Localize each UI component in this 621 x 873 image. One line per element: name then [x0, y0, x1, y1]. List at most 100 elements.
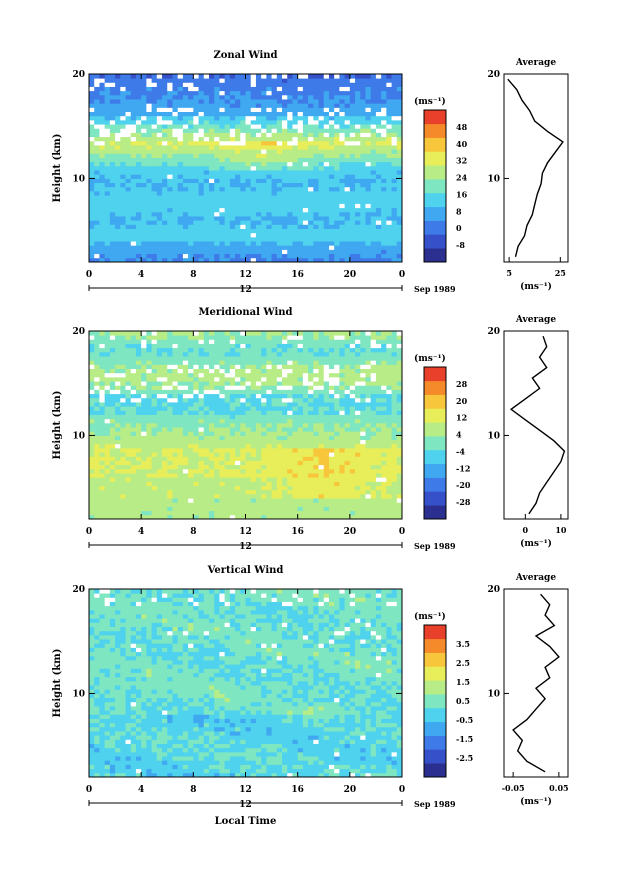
heat-cell	[287, 207, 293, 213]
heat-cell	[250, 502, 257, 507]
heat-cell	[375, 157, 382, 163]
heat-cell	[375, 493, 382, 499]
heat-cell	[261, 165, 267, 171]
heat-cell	[203, 182, 210, 188]
heat-cell	[245, 115, 252, 121]
heat-cell	[276, 241, 283, 246]
heat-cell	[365, 128, 372, 133]
heat-cell	[276, 422, 283, 428]
heat-cell	[349, 216, 356, 221]
heat-cell	[396, 389, 403, 395]
heatmap-cells	[89, 74, 403, 263]
heat-cell	[193, 145, 199, 150]
heat-cell	[365, 165, 372, 171]
heat-cell	[99, 422, 106, 428]
heat-cell	[177, 132, 184, 138]
heat-cell	[375, 195, 382, 200]
heat-cell	[261, 236, 267, 242]
heat-cell	[297, 473, 304, 478]
heat-cell	[349, 132, 356, 138]
heat-cell	[151, 153, 158, 158]
heat-cell	[167, 402, 173, 407]
heat-cell	[135, 257, 142, 263]
heat-cell	[339, 228, 346, 234]
heat-cell	[104, 402, 111, 407]
heat-cell	[349, 170, 356, 175]
heat-cell	[141, 389, 147, 395]
heat-cell	[255, 372, 262, 378]
heat-cell	[130, 74, 137, 79]
heat-cell	[203, 103, 210, 108]
heat-cell	[386, 124, 392, 129]
heat-cell	[370, 368, 377, 374]
heat-cell	[334, 99, 340, 104]
heat-cell	[203, 190, 210, 196]
heat-cell	[292, 422, 299, 428]
heat-cell	[115, 224, 121, 229]
heat-cell	[334, 165, 340, 171]
heat-cell	[172, 257, 179, 263]
heat-cell	[182, 460, 189, 466]
heat-cell	[302, 186, 309, 192]
heat-cell	[349, 140, 356, 146]
heat-cell	[167, 174, 173, 179]
heat-cell	[328, 182, 335, 188]
heat-cell	[297, 203, 304, 209]
heat-cell	[355, 220, 361, 225]
heat-cell	[391, 460, 398, 466]
heat-cell	[167, 245, 173, 250]
heat-cell	[94, 157, 100, 163]
heat-cell	[328, 406, 335, 411]
heat-cell	[349, 418, 356, 424]
heat-cell	[130, 364, 137, 369]
heat-cell	[302, 249, 309, 255]
heat-cell	[360, 132, 366, 138]
heat-cell	[193, 90, 199, 96]
heat-cell	[229, 74, 236, 79]
heat-cell	[141, 418, 147, 424]
heat-cell	[344, 245, 351, 250]
heat-cell	[229, 410, 236, 415]
heat-cell	[360, 211, 366, 217]
heat-cell	[162, 481, 168, 486]
heat-cell	[120, 140, 126, 146]
heat-cell	[229, 119, 236, 125]
heat-cell	[229, 427, 236, 432]
heat-cell	[162, 468, 168, 474]
heat-cell	[89, 376, 95, 382]
heat-cell	[99, 418, 106, 424]
heat-cell	[224, 245, 231, 250]
heat-cell	[381, 257, 387, 263]
heat-cell	[276, 406, 283, 411]
heat-cell	[89, 99, 95, 104]
heat-cell	[214, 473, 220, 478]
heat-cell	[141, 232, 147, 238]
heat-cell	[261, 493, 267, 499]
heat-cell	[94, 182, 100, 188]
heat-cell	[355, 443, 361, 449]
heat-cell	[334, 115, 340, 121]
heat-cell	[104, 443, 111, 449]
heat-cell	[214, 431, 220, 436]
heat-cell	[255, 410, 262, 415]
heat-cell	[198, 195, 205, 200]
heat-cell	[276, 514, 283, 520]
heat-cell	[396, 140, 403, 146]
heat-cell	[375, 376, 382, 382]
heat-cell	[271, 253, 278, 259]
heat-cell	[297, 86, 304, 92]
heat-cell	[282, 381, 288, 386]
heat-cell	[235, 149, 241, 154]
heat-cell	[240, 190, 246, 196]
heat-cell	[172, 153, 179, 158]
heat-cell	[365, 464, 372, 470]
heat-cell	[172, 435, 179, 441]
heat-cell	[141, 506, 147, 512]
heat-cell	[188, 427, 194, 432]
heat-cell	[261, 402, 267, 407]
heat-cell	[141, 107, 147, 112]
heat-cell	[198, 485, 205, 491]
heat-cell	[94, 498, 100, 503]
heat-cell	[172, 145, 179, 150]
heat-cell	[360, 119, 366, 125]
